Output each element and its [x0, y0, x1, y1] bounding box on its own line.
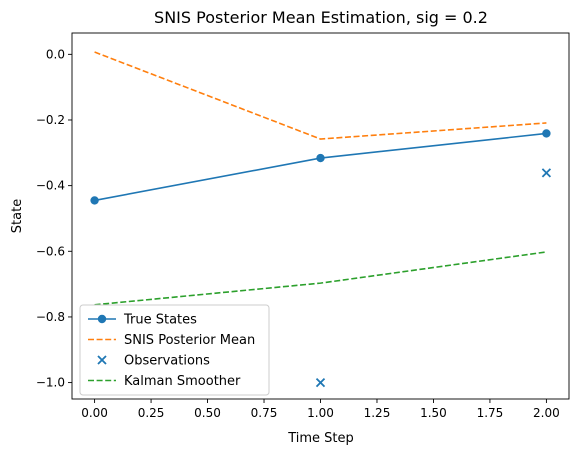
series-line-kalman-smoother	[94, 251, 547, 306]
point-observations-1	[315, 377, 326, 388]
y-tick-label-2: −0.4	[36, 179, 65, 193]
legend-label-kalman-smoother: Kalman Smoother	[124, 374, 241, 389]
legend: True States SNIS Posterior Mean Observatio…	[79, 304, 270, 396]
plot-area: 0.00 0.25 0.50 0.75 1.00 1.25 1.50 1.75 2.00 0.0 −…	[36, 32, 570, 420]
point-observations-2	[541, 168, 552, 178]
y-tick-label-1: −0.2	[36, 113, 65, 127]
x-tick-label-4: 1.00	[307, 406, 334, 420]
x-axis-label: Time Step	[287, 431, 354, 446]
series-line-snis-posterior-mean	[94, 51, 547, 140]
x-tick-label-8: 2.00	[533, 406, 560, 420]
x-tick-label-0: 0.00	[81, 406, 108, 420]
legend-label-true-states: True States	[123, 313, 197, 328]
point-true-states-1	[316, 153, 325, 163]
x-tick-label-3: 0.75	[251, 406, 278, 420]
point-true-states-0	[90, 196, 99, 205]
legend-box	[79, 304, 270, 396]
y-tick-label-3: −0.6	[36, 244, 65, 258]
y-tick-label-4: −0.8	[36, 310, 65, 324]
y-axis-label: State	[10, 199, 25, 233]
x-tick-label-7: 1.75	[477, 406, 504, 420]
x-tick-label-2: 0.50	[194, 406, 221, 420]
legend-handle-marker-true-states	[97, 314, 107, 324]
y-tick-label-0: 0.0	[46, 47, 65, 61]
legend-label-observations: Observations	[124, 354, 210, 369]
legend-handle-marker-observations	[97, 355, 107, 365]
point-true-states-2	[542, 129, 551, 138]
y-tick-label-5: −1.0	[36, 376, 65, 390]
legend-label-snis-posterior-mean: SNIS Posterior Mean	[124, 333, 255, 348]
x-tick-label-5: 1.25	[364, 406, 391, 420]
x-tick-label-1: 0.25	[138, 406, 165, 420]
data-layer	[90, 51, 552, 388]
series-line-true-states	[94, 132, 547, 202]
x-tick-label-6: 1.50	[420, 406, 447, 420]
chart-title: SNIS Posterior Mean Estimation, sig = 0.…	[154, 8, 488, 27]
